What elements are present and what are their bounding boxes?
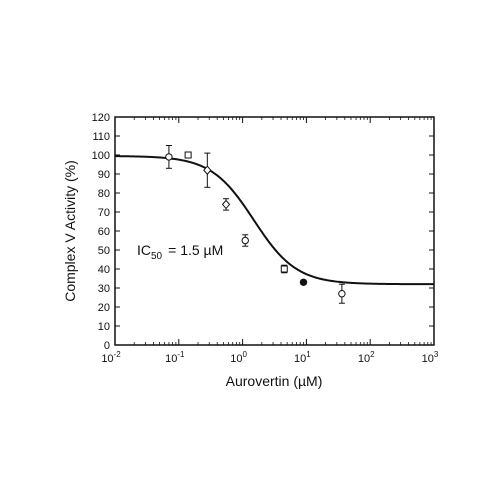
marker-square bbox=[280, 265, 288, 273]
x-axis-ticks: 10-2 10-1 100 101 102 103 bbox=[101, 117, 439, 365]
y-tick-label: 60 bbox=[98, 226, 110, 238]
marker-filled-circle bbox=[299, 278, 308, 286]
x-tick-base: 10 bbox=[294, 353, 306, 365]
data-point bbox=[203, 152, 212, 188]
data-point bbox=[184, 151, 192, 159]
x-tick-label: 10-1 bbox=[165, 350, 185, 365]
ic50-annotation: IC50 = 1.5 µM bbox=[137, 242, 223, 262]
marker-diamond bbox=[203, 165, 212, 175]
y-tick-label: 100 bbox=[92, 150, 110, 162]
marker-circle bbox=[338, 290, 346, 298]
data-point bbox=[241, 234, 249, 247]
x-tick-exponent: -1 bbox=[177, 350, 185, 359]
x-tick-exponent: 0 bbox=[242, 350, 247, 359]
x-tick-base: 10 bbox=[358, 353, 370, 365]
x-tick-label: 10-2 bbox=[101, 350, 121, 365]
x-tick-exponent: 1 bbox=[306, 350, 311, 359]
fit-curve-group bbox=[114, 155, 434, 286]
x-tick-base: 10 bbox=[230, 353, 242, 365]
marker-circle bbox=[241, 236, 249, 245]
data-point bbox=[280, 264, 288, 274]
marker-diamond bbox=[221, 199, 231, 210]
x-axis-title: Aurovertin (µM) bbox=[226, 373, 323, 389]
ic50-prefix: IC bbox=[137, 242, 151, 258]
x-tick-label: 101 bbox=[294, 350, 311, 365]
y-tick-label: 30 bbox=[98, 283, 110, 295]
y-tick-label: 120 bbox=[92, 112, 110, 124]
data-points-group bbox=[165, 145, 346, 304]
ic50-value: = 1.5 µM bbox=[168, 242, 223, 258]
y-tick-label: 50 bbox=[98, 245, 110, 257]
y-tick-label: 70 bbox=[98, 207, 110, 219]
y-axis-title: Complex V Activity (%) bbox=[62, 160, 78, 302]
y-tick-label: 20 bbox=[98, 302, 110, 314]
x-tick-label: 102 bbox=[358, 350, 375, 365]
ic50-subscript: 50 bbox=[151, 251, 163, 262]
plot-frame bbox=[114, 116, 435, 346]
marker-circle bbox=[165, 153, 173, 161]
x-tick-label: 103 bbox=[422, 350, 439, 365]
y-tick-label: 0 bbox=[104, 340, 110, 352]
data-point bbox=[165, 145, 173, 169]
data-point bbox=[338, 283, 346, 304]
data-point bbox=[299, 278, 308, 286]
data-point bbox=[221, 198, 231, 211]
x-tick-base: 10 bbox=[101, 353, 113, 365]
x-tick-label: 100 bbox=[230, 350, 247, 365]
y-tick-label: 80 bbox=[98, 188, 110, 200]
x-tick-base: 10 bbox=[165, 353, 177, 365]
marker-square bbox=[184, 151, 192, 159]
x-tick-exponent: 3 bbox=[434, 350, 439, 359]
y-tick-label: 110 bbox=[92, 131, 110, 143]
y-tick-label: 40 bbox=[98, 264, 110, 276]
fit-curve bbox=[114, 155, 434, 286]
y-axis-ticks: 0 10 20 30 40 50 60 70 80 90 100 110 120 bbox=[92, 112, 434, 352]
x-tick-exponent: -2 bbox=[114, 350, 122, 359]
x-tick-exponent: 2 bbox=[370, 350, 375, 359]
y-tick-label: 90 bbox=[98, 169, 110, 181]
x-tick-base: 10 bbox=[422, 353, 434, 365]
y-tick-label: 10 bbox=[98, 321, 110, 333]
